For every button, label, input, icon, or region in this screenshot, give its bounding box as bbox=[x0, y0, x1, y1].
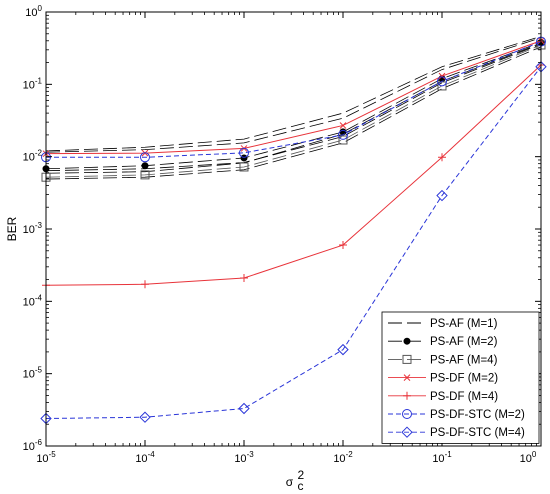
legend: PS-AF (M=1) PS-AF (M=2) PS-AF (M=4) PS-DF (… bbox=[381, 311, 540, 444]
data-point bbox=[338, 129, 348, 140]
data-point bbox=[140, 170, 150, 180]
y-tick-label: 10-6 bbox=[23, 438, 43, 453]
x-tick-label: 10-4 bbox=[135, 450, 155, 465]
extra-dashed-line-path bbox=[45, 46, 542, 180]
legend-label: PS-AF (M=2) bbox=[430, 336, 498, 348]
x-tick-label: 100 bbox=[520, 450, 537, 465]
legend-marker bbox=[403, 391, 411, 400]
x-axis-label-subscript: c bbox=[298, 479, 304, 493]
data-point bbox=[437, 76, 447, 87]
extra-dashed-line-path bbox=[45, 36, 542, 152]
x-tick-label: 10-2 bbox=[333, 450, 353, 465]
series-line bbox=[46, 41, 542, 158]
legend-item-ps-af-m-1: PS-AF (M=1) bbox=[388, 318, 498, 330]
legend-label: PS-DF-STC (M=4) bbox=[430, 427, 525, 439]
legend-marker bbox=[403, 337, 411, 345]
data-point bbox=[140, 152, 150, 163]
series-line bbox=[45, 66, 542, 419]
series-layer bbox=[40, 36, 547, 425]
x-axis-label-superscript: 2 bbox=[298, 468, 305, 482]
series-line bbox=[45, 44, 542, 178]
series-ps-df-m-2 bbox=[42, 37, 545, 158]
data-point bbox=[141, 162, 149, 170]
data-point bbox=[239, 147, 249, 158]
data-point bbox=[438, 72, 446, 80]
legend-item-ps-df-m-4: PS-DF (M=4) bbox=[388, 391, 498, 403]
legend-item-ps-af-m-4: PS-AF (M=4) bbox=[388, 354, 498, 366]
series-ps-af-m-1 bbox=[45, 37, 542, 153]
data-point bbox=[139, 411, 151, 423]
series-line bbox=[45, 40, 542, 155]
legend-label: PS-AF (M=1) bbox=[430, 318, 498, 330]
y-tick-label: 10-1 bbox=[23, 76, 43, 91]
extra-dashed-line-path bbox=[45, 43, 542, 172]
legend-item-ps-df-m-2: PS-DF (M=2) bbox=[388, 373, 498, 385]
extra-dashed-line-2 bbox=[45, 43, 542, 172]
legend-label: PS-DF-STC (M=2) bbox=[430, 409, 525, 421]
legend-item-ps-df-stc-m-4: PS-DF-STC (M=4) bbox=[388, 426, 525, 439]
data-point bbox=[438, 153, 446, 162]
series-line bbox=[45, 64, 542, 286]
data-point bbox=[436, 189, 448, 202]
data-point bbox=[339, 241, 347, 250]
y-tick-label: 100 bbox=[25, 4, 42, 19]
y-tick-label: 10-2 bbox=[23, 149, 43, 164]
legend-marker bbox=[402, 354, 412, 364]
data-point bbox=[238, 402, 250, 415]
y-axis-label: BER bbox=[5, 216, 19, 241]
series-line bbox=[45, 37, 542, 153]
x-axis-label: σ 2c bbox=[286, 468, 305, 493]
axes-layer: 10-5 10-4 10-3 10-2 10-1 10010-610-510-410-31… bbox=[5, 4, 542, 493]
legend-marker bbox=[403, 374, 411, 381]
x-tick-label: 10-1 bbox=[432, 450, 452, 465]
data-point bbox=[240, 154, 248, 162]
legend-marker bbox=[402, 409, 412, 419]
extra-dashed-line-4 bbox=[45, 46, 542, 180]
legend-label: PS-DF (M=2) bbox=[430, 373, 498, 385]
data-point bbox=[337, 343, 349, 356]
x-tick-label: 10-5 bbox=[36, 450, 56, 465]
extra-dashed-line-1 bbox=[45, 36, 542, 152]
legend-marker bbox=[401, 426, 413, 438]
data-point bbox=[239, 162, 249, 172]
legend-item-ps-af-m-2: PS-AF (M=2) bbox=[388, 336, 498, 348]
y-tick-label: 10-3 bbox=[23, 221, 43, 236]
data-point bbox=[437, 81, 447, 91]
data-point bbox=[141, 280, 149, 289]
x-axis-label-base: σ bbox=[286, 475, 294, 489]
data-point bbox=[338, 135, 348, 145]
legend-item-ps-df-stc-m-2: PS-DF-STC (M=2) bbox=[388, 409, 525, 421]
y-tick-label: 10-5 bbox=[23, 366, 43, 381]
data-point bbox=[339, 122, 347, 129]
x-tick-label: 10-3 bbox=[234, 450, 254, 465]
legend-label: PS-AF (M=4) bbox=[430, 354, 498, 366]
series-line bbox=[45, 42, 542, 170]
data-point bbox=[240, 274, 248, 283]
legend-label: PS-DF (M=4) bbox=[430, 391, 498, 403]
y-tick-label: 10-4 bbox=[23, 293, 43, 308]
